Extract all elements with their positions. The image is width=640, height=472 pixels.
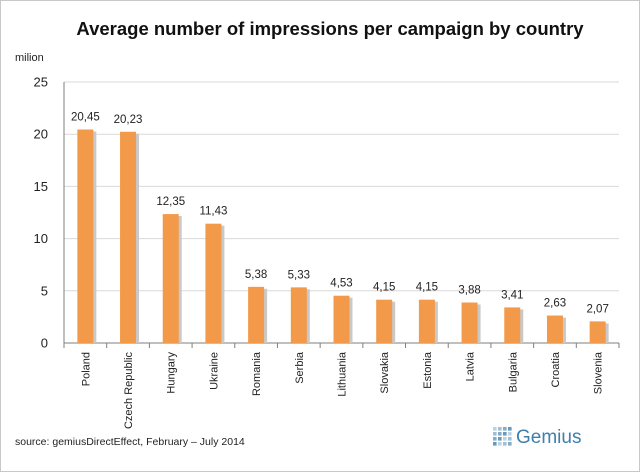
logo-dot (503, 427, 507, 431)
y-axis-ticks: 0 5 10 15 20 25 (34, 75, 48, 351)
logo-dot (498, 442, 502, 446)
y-tick-label: 5 (41, 283, 48, 298)
bar (120, 131, 137, 343)
data-label: 2,07 (586, 303, 608, 315)
source-note: source: gemiusDirectEffect, February – J… (15, 436, 245, 448)
logo-dot (508, 432, 512, 436)
bar (205, 223, 222, 343)
x-tick-label: Romania (251, 351, 263, 396)
data-label: 2,63 (544, 298, 566, 310)
data-label: 3,41 (501, 289, 523, 301)
bar (162, 214, 179, 343)
y-tick-label: 0 (41, 336, 48, 351)
x-tick-label: Lithuania (337, 351, 349, 397)
data-label: 12,35 (156, 196, 185, 208)
bar (418, 299, 435, 343)
x-tick-label: Slovakia (379, 351, 391, 393)
x-tick-label: Slovenia (593, 351, 605, 394)
bar (77, 129, 94, 343)
data-label: 11,43 (199, 206, 227, 218)
data-labels: 20,45 20,23 12,35 11,43 5,38 5,33 4,53 4,15 4,15… (71, 112, 609, 316)
chart-title: Average number of impressions per campai… (76, 18, 584, 39)
logo-dot (503, 437, 507, 441)
logo-dot (498, 432, 502, 436)
bar (504, 307, 521, 343)
logo-dot (508, 427, 512, 431)
logo-dot (508, 437, 512, 441)
bar (376, 299, 393, 343)
bar (589, 321, 606, 343)
logo-dot (493, 432, 497, 436)
bar (290, 287, 307, 343)
data-label: 3,88 (458, 284, 480, 296)
x-tick-label: Latvia (465, 351, 477, 381)
gemius-logo-icon (493, 427, 512, 446)
logo-dot (508, 442, 512, 446)
y-tick-label: 20 (34, 127, 48, 142)
bar (461, 302, 478, 343)
logo-dot (493, 442, 497, 446)
x-tick-label: Bulgaria (507, 351, 519, 392)
data-label: 5,38 (245, 269, 267, 281)
y-unit-label: milion (15, 52, 44, 64)
y-tick-label: 10 (34, 231, 48, 246)
logo-dot (498, 427, 502, 431)
x-tick-label: Hungary (166, 352, 178, 394)
bars (77, 129, 609, 343)
x-tick-label: Croatia (550, 351, 562, 387)
data-label: 5,33 (288, 269, 310, 281)
logo-dot (493, 437, 497, 441)
y-tick-label: 15 (34, 179, 48, 194)
gridlines (63, 81, 620, 348)
x-tick-label: Poland (80, 352, 92, 386)
bar (248, 286, 265, 343)
data-label: 4,15 (416, 282, 438, 294)
x-tick-label: Serbia (294, 351, 306, 384)
data-label: 20,45 (71, 112, 100, 124)
data-label: 4,53 (330, 278, 352, 290)
data-label: 20,23 (114, 114, 143, 126)
x-tick-label: Ukraine (208, 352, 220, 390)
logo-dot (493, 427, 497, 431)
logo-dot (498, 437, 502, 441)
x-tick-label: Estonia (422, 351, 434, 389)
data-label: 4,15 (373, 282, 395, 294)
gemius-logo: Gemius (493, 427, 581, 448)
x-tick-label: Czech Republic (123, 352, 135, 430)
y-tick-label: 25 (34, 75, 48, 90)
logo-dot (503, 442, 507, 446)
gemius-logo-text: Gemius (516, 427, 581, 448)
logo-dot (503, 432, 507, 436)
bar (333, 295, 350, 343)
x-axis-ticks: Poland Czech Republic Hungary Ukraine Romani… (80, 351, 604, 429)
bar (546, 315, 563, 343)
